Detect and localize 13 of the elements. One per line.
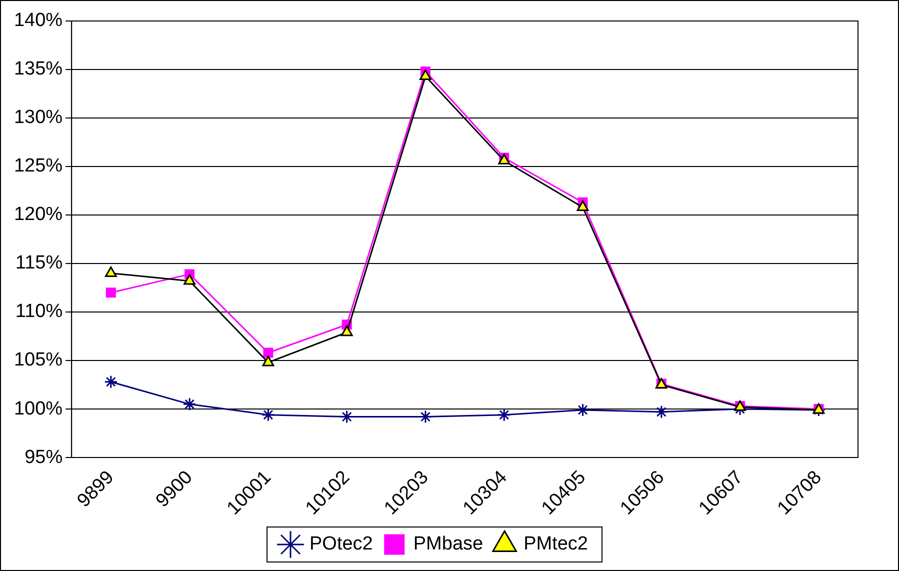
y-tick-label: 115% bbox=[15, 252, 63, 274]
y-tick-label: 135% bbox=[14, 58, 63, 80]
y-tick-label: 120% bbox=[14, 204, 63, 226]
legend-label: PMbase bbox=[413, 534, 484, 555]
y-tick-label: 105% bbox=[14, 350, 63, 371]
legend-label: POtec2 bbox=[310, 534, 373, 555]
legend-label: PMtec2 bbox=[524, 534, 588, 555]
y-tick-label: 100% bbox=[14, 398, 63, 420]
y-tick-label: 110% bbox=[15, 301, 63, 322]
y-tick-label: 130% bbox=[14, 107, 63, 128]
y-tick-label: 125% bbox=[14, 156, 63, 177]
y-tick-label: 95% bbox=[24, 446, 63, 468]
y-tick-label: 140% bbox=[14, 10, 63, 32]
